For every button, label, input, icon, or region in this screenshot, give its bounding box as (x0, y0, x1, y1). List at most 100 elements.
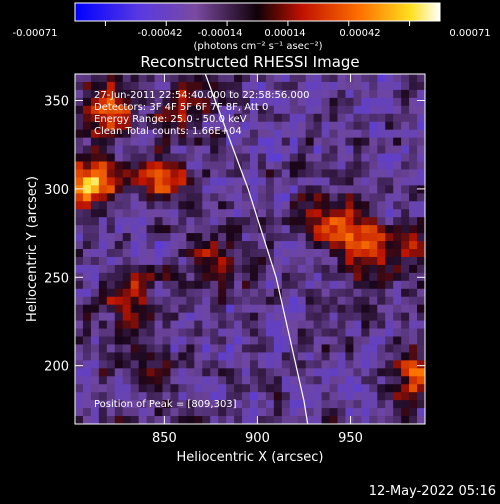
heatmap-cell (226, 121, 235, 131)
heatmap-cell (210, 209, 219, 218)
heatmap-cell (345, 280, 354, 290)
heatmap-cell (289, 97, 299, 107)
heatmap-cell (82, 89, 92, 99)
heatmap-cell (75, 225, 84, 234)
heatmap-cell (146, 105, 155, 115)
heatmap-cell (353, 400, 362, 409)
heatmap-cell (218, 360, 227, 369)
heatmap-cell (265, 193, 275, 202)
heatmap-cell (130, 89, 140, 99)
heatmap-cell (98, 256, 108, 266)
heatmap-cell (361, 288, 370, 298)
heatmap-cell (98, 169, 108, 178)
heatmap-cell (337, 233, 346, 242)
heatmap-cell (130, 169, 140, 178)
chart-title: Reconstructed RHESSI Image (140, 53, 359, 71)
heatmap-cell (90, 193, 100, 202)
heatmap-cell (82, 81, 92, 91)
heatmap-cell (393, 360, 402, 369)
heatmap-cell (345, 137, 354, 146)
heatmap-cell (265, 153, 275, 162)
heatmap-cell (114, 360, 124, 369)
heatmap-cell (186, 336, 195, 345)
heatmap-cell (162, 161, 171, 170)
heatmap-cell (98, 272, 108, 282)
heatmap-cell (90, 97, 100, 107)
heatmap-cell (385, 296, 394, 306)
heatmap-cell (154, 169, 163, 178)
heatmap-cell (242, 113, 251, 123)
heatmap-cell (75, 376, 84, 385)
heatmap-cell (122, 376, 132, 385)
heatmap-cell (194, 416, 203, 424)
heatmap-cell (218, 296, 227, 306)
heatmap-cell (170, 376, 179, 385)
heatmap-cell (329, 201, 338, 210)
heatmap-cell (138, 97, 147, 107)
heatmap-cell (289, 201, 299, 210)
heatmap-cell (162, 312, 171, 321)
heatmap-cell (202, 121, 211, 131)
heatmap-cell (75, 344, 84, 353)
heatmap-cell (361, 225, 370, 234)
heatmap-cell (202, 113, 211, 123)
heatmap-cell (417, 256, 425, 266)
heatmap-cell (146, 177, 155, 186)
heatmap-cell (305, 241, 315, 250)
heatmap-cell (130, 312, 140, 321)
heatmap-cell (409, 129, 418, 139)
heatmap-cell (170, 408, 179, 417)
heatmap-cell (226, 384, 235, 393)
heatmap-cell (226, 201, 235, 210)
heatmap-cell (98, 241, 108, 250)
heatmap-cell (313, 304, 322, 314)
heatmap-cell (242, 89, 251, 99)
heatmap-cell (138, 344, 147, 353)
heatmap-cell (170, 368, 179, 377)
heatmap-cell (281, 264, 291, 274)
heatmap-cell (138, 272, 147, 282)
heatmap-cell (297, 161, 307, 170)
heatmap-cell (162, 145, 171, 154)
heatmap-cell (154, 336, 163, 345)
heatmap-cell (345, 121, 354, 131)
heatmap-cell (234, 360, 243, 369)
heatmap-cell (337, 288, 346, 298)
heatmap-cell (114, 121, 124, 131)
heatmap-cell (90, 233, 100, 242)
heatmap-cell (202, 416, 211, 424)
heatmap-cell (385, 145, 394, 154)
heatmap-cell (106, 97, 116, 107)
heatmap-cell (242, 137, 251, 146)
heatmap-cell (154, 352, 163, 361)
heatmap-cell (353, 360, 362, 369)
heatmap-cell (297, 376, 307, 385)
heatmap-cell (353, 328, 362, 337)
heatmap-cell (393, 145, 402, 154)
heatmap-cell (130, 121, 140, 131)
heatmap-cell (106, 256, 116, 266)
heatmap-cell (265, 320, 275, 329)
heatmap-cell (393, 177, 402, 186)
heatmap-cell (377, 74, 386, 83)
heatmap-cell (202, 288, 211, 298)
heatmap-cell (337, 336, 346, 345)
heatmap-cell (146, 81, 155, 91)
heatmap-cell (257, 344, 267, 353)
heatmap-cell (257, 328, 267, 337)
heatmap-cell (289, 177, 299, 186)
heatmap-cell (257, 185, 267, 194)
heatmap-cell (313, 249, 322, 258)
heatmap-cell (234, 264, 243, 274)
heatmap-cell (218, 320, 227, 329)
heatmap-cell (154, 288, 163, 298)
heatmap-cell (361, 74, 370, 83)
heatmap-cell (361, 105, 370, 115)
heatmap-cell (186, 121, 195, 131)
heatmap-cell (417, 193, 425, 202)
heatmap-cell (353, 185, 362, 194)
heatmap-cell (361, 177, 370, 186)
heatmap-cell (114, 153, 124, 162)
heatmap-cell (297, 320, 307, 329)
heatmap-cell (409, 201, 418, 210)
